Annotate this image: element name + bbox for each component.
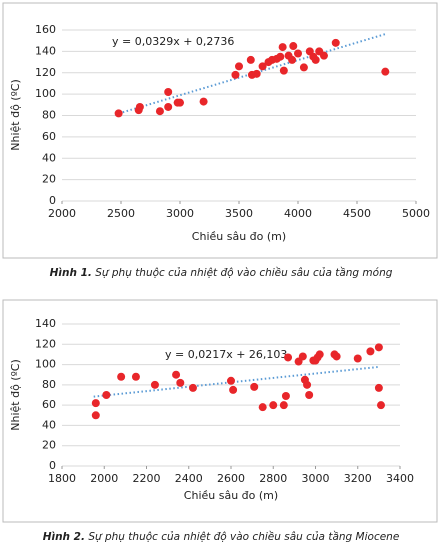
x-tick-label: 3000 xyxy=(166,207,194,220)
point xyxy=(135,102,144,111)
y-tick-label: 60 xyxy=(42,130,56,143)
point xyxy=(188,383,197,392)
y-tick-label: 120 xyxy=(35,337,56,350)
y-tick-label: 40 xyxy=(42,151,56,164)
caption-text: Sự phụ thuộc của nhiệt độ vào chiều sâu … xyxy=(88,531,399,543)
point xyxy=(155,107,164,116)
point xyxy=(315,350,324,359)
point xyxy=(91,411,100,420)
point xyxy=(353,354,362,363)
y-tick-label: 40 xyxy=(42,418,56,431)
x-tick-label: 2600 xyxy=(217,472,245,485)
point xyxy=(235,62,243,71)
y-tick-label: 0 xyxy=(49,459,56,472)
point xyxy=(311,55,320,64)
point xyxy=(319,51,328,60)
x-tick-label: 4500 xyxy=(343,207,371,220)
x-tick-label: 3400 xyxy=(386,472,414,485)
point xyxy=(381,67,390,76)
x-tick-label: 2000 xyxy=(48,207,76,220)
point xyxy=(366,347,375,356)
y-axis-label: Nhiệt độ (ºC) xyxy=(9,359,22,431)
x-tick-label: 2200 xyxy=(133,472,161,485)
y-tick-label: 100 xyxy=(35,358,56,371)
y-tick-label: 20 xyxy=(42,173,56,186)
x-tick-label: 2000 xyxy=(90,472,118,485)
point xyxy=(164,102,173,111)
point xyxy=(376,401,385,410)
equation: y = 0,0217x + 26,103 xyxy=(165,348,287,361)
point xyxy=(284,353,293,362)
point xyxy=(246,55,255,64)
point xyxy=(305,391,314,399)
point xyxy=(299,63,308,72)
point xyxy=(176,98,184,107)
caption-text: Sự phụ thuộc của nhiệt độ vào chiều sâu … xyxy=(95,267,393,279)
x-tick-label: 4000 xyxy=(284,207,312,220)
point xyxy=(164,87,173,96)
y-tick-label: 140 xyxy=(35,317,56,330)
point xyxy=(250,382,259,391)
point xyxy=(91,399,100,408)
y-tick-label: 80 xyxy=(42,378,56,391)
point xyxy=(114,109,123,118)
point xyxy=(172,370,181,379)
chart-frame xyxy=(2,299,438,523)
point xyxy=(288,55,297,64)
y-tick-label: 100 xyxy=(35,87,56,100)
x-tick-label: 2400 xyxy=(175,472,203,485)
x-tick-label: 2800 xyxy=(259,472,287,485)
point xyxy=(374,343,383,352)
point xyxy=(176,378,185,387)
point xyxy=(131,372,140,381)
point xyxy=(150,380,159,389)
point xyxy=(258,403,267,412)
y-tick-label: 80 xyxy=(42,109,56,122)
y-tick-label: 0 xyxy=(49,194,56,207)
point xyxy=(331,38,340,47)
y-tick-label: 140 xyxy=(35,44,56,57)
point xyxy=(294,49,302,58)
y-tick-label: 20 xyxy=(42,439,56,452)
x-tick-label: 3500 xyxy=(225,207,253,220)
x-axis-label: Chiều sâu đo (m) xyxy=(192,230,286,243)
point xyxy=(279,66,288,75)
x-tick-label: 2500 xyxy=(107,207,135,220)
x-axis-label: Chiều sâu đo (m) xyxy=(184,489,278,502)
point xyxy=(374,383,383,392)
y-tick-label: 160 xyxy=(35,23,56,36)
point xyxy=(258,62,267,71)
point xyxy=(279,401,288,410)
point xyxy=(117,372,126,381)
point xyxy=(269,401,278,410)
point xyxy=(229,385,238,394)
point xyxy=(276,52,285,61)
x-tick-label: 3000 xyxy=(302,472,330,485)
caption-label: Hình 2. xyxy=(43,531,85,543)
point xyxy=(303,380,312,389)
y-axis-label: Nhiệt độ (ºC) xyxy=(9,79,22,151)
point xyxy=(278,43,287,52)
chart-frame xyxy=(2,2,438,259)
point xyxy=(281,392,290,401)
point xyxy=(102,391,111,399)
caption: Hình 2. Sự phụ thuộc của nhiệt độ vào ch… xyxy=(43,531,400,543)
x-tick-label: 3200 xyxy=(344,472,372,485)
x-tick-label: 1800 xyxy=(48,472,76,485)
caption: Hình 1. Sự phụ thuộc của nhiệt độ vào ch… xyxy=(50,267,393,279)
y-tick-label: 60 xyxy=(42,398,56,411)
point xyxy=(332,352,341,361)
equation: y = 0,0329x + 0,2736 xyxy=(112,35,234,48)
point xyxy=(298,352,307,361)
point xyxy=(252,69,261,78)
caption-label: Hình 1. xyxy=(50,267,92,279)
y-tick-label: 120 xyxy=(35,66,56,79)
x-tick-label: 5000 xyxy=(402,207,430,220)
point xyxy=(199,97,208,106)
point xyxy=(227,376,235,385)
point xyxy=(289,42,298,51)
point xyxy=(231,70,240,79)
